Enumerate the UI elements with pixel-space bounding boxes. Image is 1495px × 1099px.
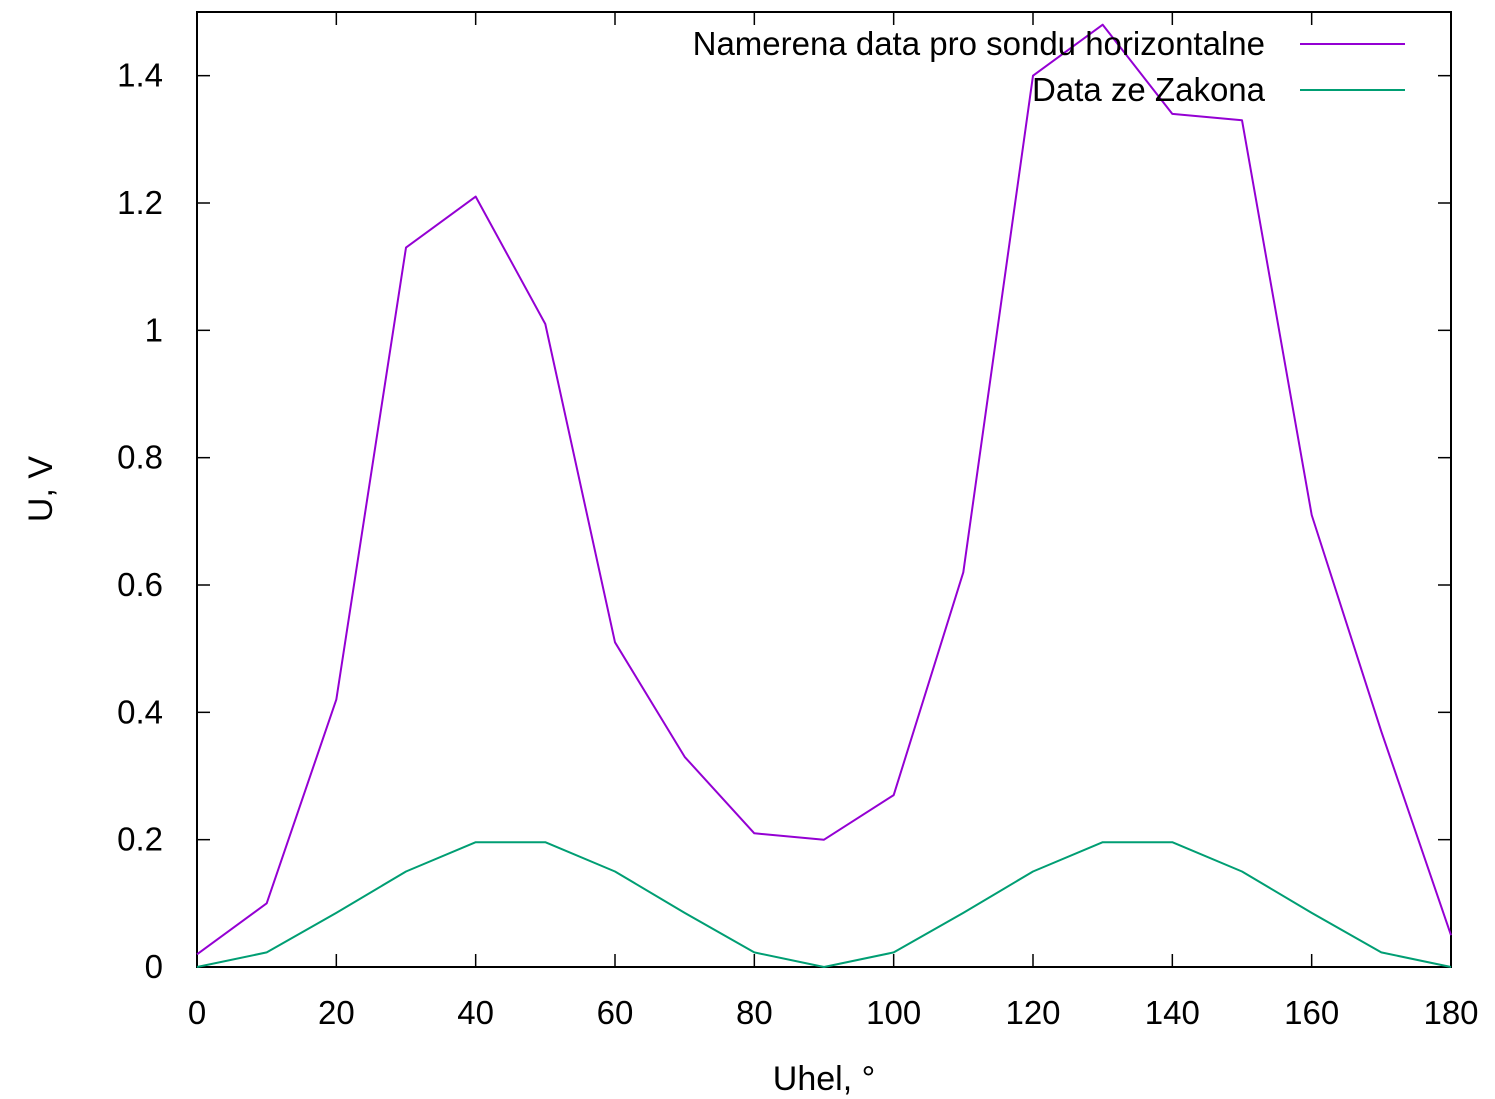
x-tick-label: 60 [597,994,634,1031]
series-lines [196,23,1452,968]
y-tick-label: 0.8 [117,439,163,476]
x-tick-label: 100 [866,994,921,1031]
x-tick-label: 20 [318,994,355,1031]
x-tick-label: 160 [1284,994,1339,1031]
tick-labels: 0 20 40 60 80 100 120 140 160 180 0 0.2 0.4 0.6 0.8 1 1.… [117,57,1478,1031]
x-tick-label: 120 [1005,994,1060,1031]
x-tick-label: 140 [1145,994,1200,1031]
y-tick-label: 1.2 [117,184,163,221]
x-tick-label: 40 [457,994,494,1031]
y-tick-label: 0.6 [117,566,163,603]
legend: Namerena data pro sondu horizontalne Data… [693,25,1405,108]
y-tick-label: 1.4 [117,57,163,94]
x-tick-label: 180 [1423,994,1478,1031]
legend-label-2: Data ze Zakona [1032,71,1266,108]
x-tick-label: 0 [188,994,206,1031]
plot-frame [196,11,1452,968]
y-tick-label: 0 [145,948,163,985]
y-tick-label: 1 [145,311,163,348]
axis-ticks [196,12,1452,968]
y-tick-label: 0.4 [117,693,163,730]
series-line-1 [196,23,1452,956]
legend-label-1: Namerena data pro sondu horizontalne [693,25,1265,62]
series-line-2 [196,841,1452,968]
y-tick-label: 0.2 [117,821,163,858]
x-tick-label: 80 [736,994,773,1031]
y-axis-label: U, V [22,456,60,522]
x-axis-label: Uhel, ° [773,1060,875,1098]
